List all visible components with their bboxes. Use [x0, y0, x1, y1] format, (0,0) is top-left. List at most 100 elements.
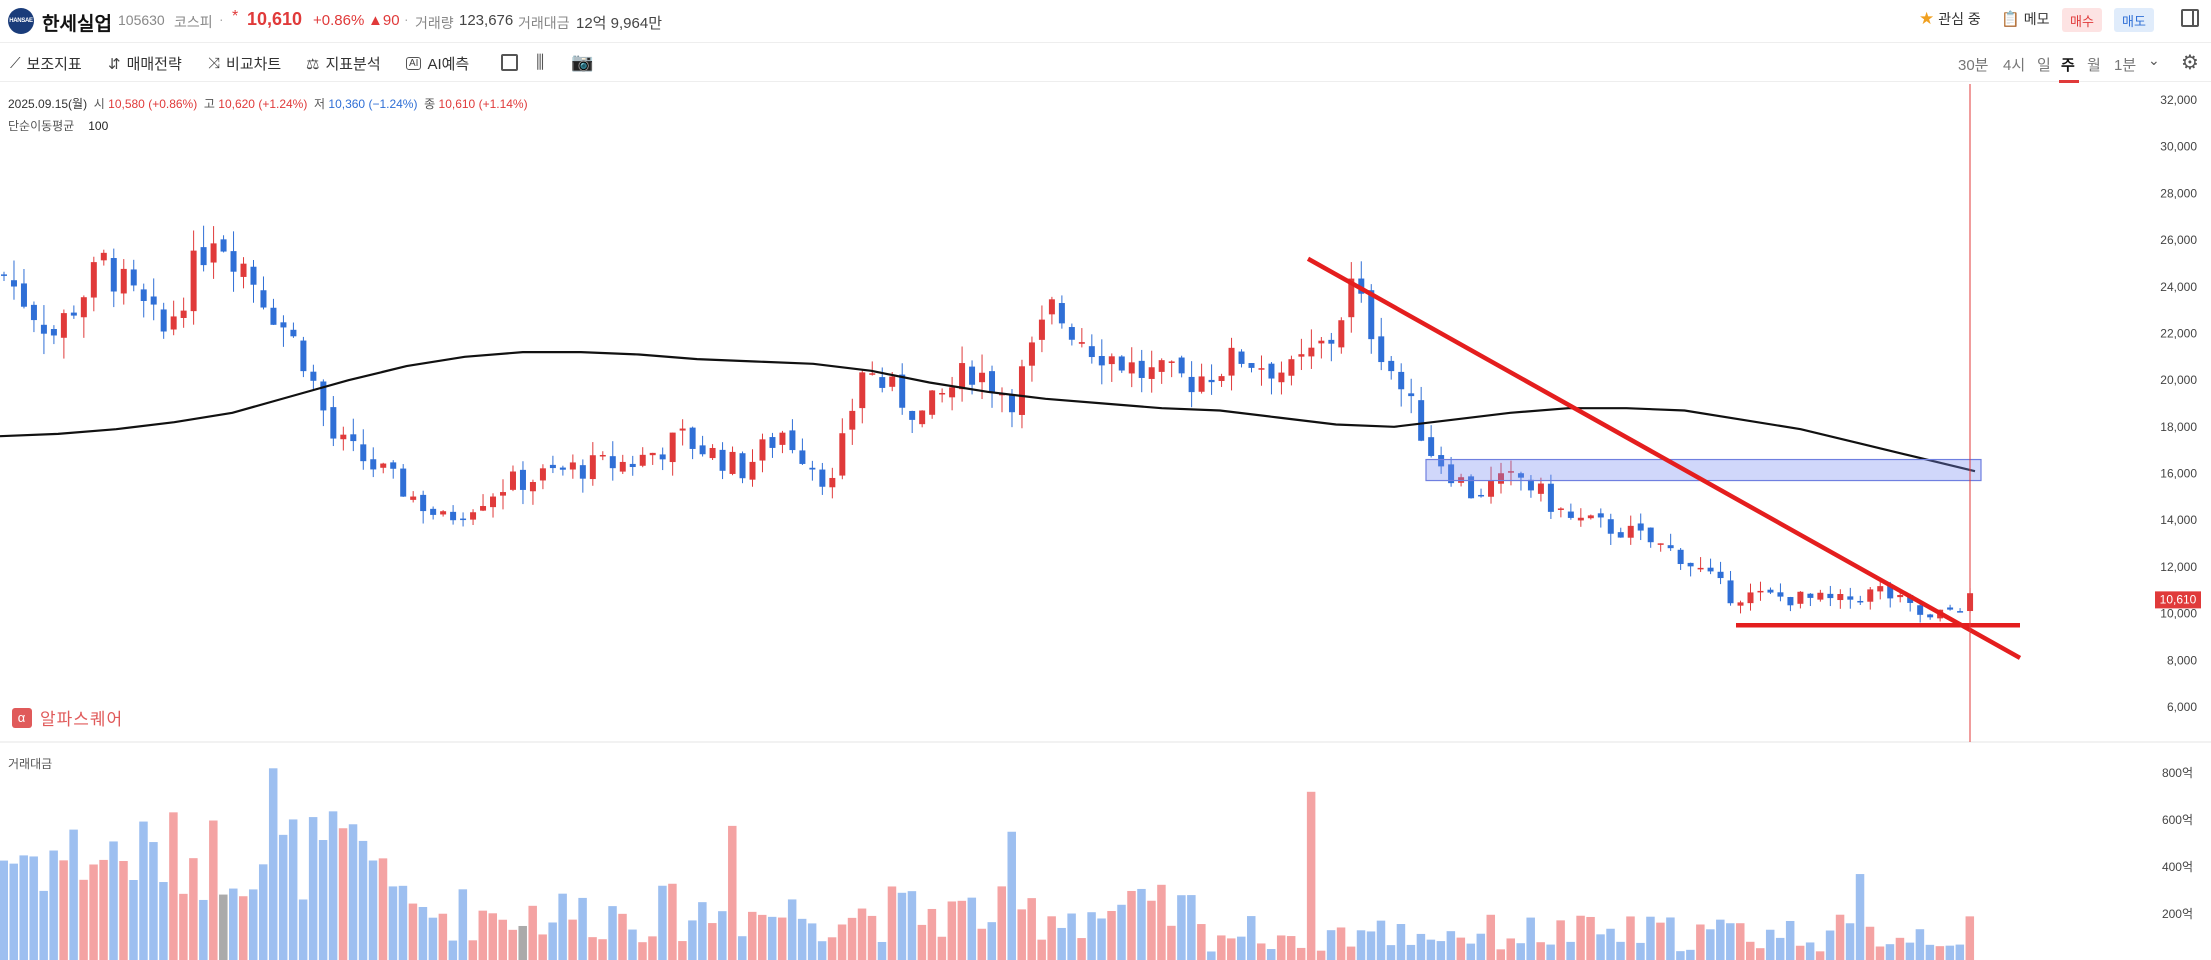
- gear-icon[interactable]: ⚙: [2181, 52, 2199, 74]
- square-draw-icon[interactable]: [501, 54, 518, 71]
- shuffle-icon: ⤨: [208, 55, 221, 72]
- ma-legend[interactable]: 단순이동평균 100: [8, 117, 108, 134]
- volume-bar: [1097, 918, 1106, 960]
- watchlist-button[interactable]: ★ 관심 중: [1919, 9, 1981, 29]
- volume-bar: [867, 915, 877, 960]
- price-axis-tick: 16,000: [2160, 467, 2197, 481]
- indicator-button[interactable]: ⟋ 보조지표: [10, 53, 82, 74]
- volume-bar: [288, 819, 298, 960]
- volume-bar: [1067, 913, 1076, 960]
- price-axis-tick: 22,000: [2160, 326, 2197, 340]
- candle-body: [1258, 368, 1265, 370]
- volume-bar: [488, 913, 498, 960]
- period-30min[interactable]: 30분: [1958, 57, 1989, 74]
- volume-bar: [897, 892, 907, 960]
- candle-type-icon[interactable]: ⫼: [536, 52, 545, 72]
- analysis-button[interactable]: ⚖ 지표분석: [306, 53, 381, 74]
- candle-body: [1527, 479, 1534, 491]
- volume-bar: [1187, 895, 1196, 960]
- ai-predict-label: AI예측: [427, 56, 470, 73]
- candle-body: [400, 468, 407, 497]
- candle-body: [769, 437, 776, 448]
- period-1min[interactable]: 1분: [2114, 57, 2137, 74]
- volume-bar: [648, 936, 657, 960]
- volume-bar: [748, 911, 757, 960]
- candle-body: [1038, 319, 1045, 340]
- period-week[interactable]: 주: [2061, 57, 2075, 74]
- volume-bar: [1785, 920, 1795, 960]
- volume-bar: [498, 919, 507, 960]
- volume-bar: [1207, 951, 1216, 960]
- volume-bar: [1596, 934, 1605, 960]
- moving-average-line: [0, 351, 1976, 473]
- buy-button[interactable]: 매수: [2062, 8, 2102, 32]
- volume-bar: [1336, 927, 1346, 960]
- volume-bar: [159, 882, 168, 960]
- analysis-label: 지표분석: [325, 56, 381, 73]
- camera-icon[interactable]: 📷: [571, 52, 594, 72]
- volume-label: 거래량: [415, 15, 454, 31]
- chevron-down-icon[interactable]: ⌄: [2148, 52, 2160, 68]
- candle-body: [959, 363, 966, 390]
- candle-body: [969, 366, 976, 385]
- volume-bar: [278, 834, 288, 960]
- candle-body: [979, 372, 986, 383]
- volume-bar: [1007, 831, 1016, 960]
- ai-predict-button[interactable]: AI AI예측: [406, 53, 469, 74]
- candle-body: [659, 454, 666, 460]
- strategy-label: 매매전략: [126, 56, 182, 73]
- candle-body: [1178, 357, 1185, 374]
- candle-body: [919, 410, 926, 425]
- high-value: 10,620 (+1.24%): [218, 97, 308, 111]
- candle-body: [140, 289, 147, 301]
- candle-body: [789, 430, 796, 451]
- volume-bar: [568, 919, 577, 960]
- candle-body: [1507, 471, 1514, 473]
- volume-bar: [1885, 944, 1895, 960]
- volume-bar: [1406, 944, 1416, 960]
- ai-icon: AI: [406, 57, 422, 70]
- volume-bar: [1107, 910, 1116, 960]
- watermark-text: 알파스퀘어: [40, 710, 124, 729]
- stock-name[interactable]: 한세실업: [42, 14, 112, 35]
- candle-body: [709, 447, 716, 459]
- candle-body: [679, 428, 686, 431]
- candle-body: [1757, 590, 1764, 593]
- candle-body: [829, 477, 836, 488]
- compare-button[interactable]: ⤨ 비교차트: [208, 53, 281, 74]
- candle-body: [1318, 340, 1325, 344]
- amount-value: 12억 9,964만: [576, 15, 662, 32]
- volume-bar: [388, 886, 398, 960]
- period-month[interactable]: 월: [2087, 57, 2101, 74]
- candle-body: [1847, 596, 1854, 600]
- candle-body: [609, 456, 616, 469]
- candle-body: [180, 310, 187, 318]
- candle-body: [1807, 593, 1814, 598]
- volume-bar: [438, 913, 448, 960]
- active-period-underline: [2059, 80, 2079, 83]
- volume-bar: [1456, 937, 1466, 960]
- period-4h[interactable]: 4시: [2003, 57, 2026, 74]
- candle-body: [1058, 303, 1065, 324]
- volume-bar: [1805, 942, 1815, 960]
- candle-body: [1787, 597, 1794, 606]
- volume-bar: [1476, 933, 1486, 960]
- side-panel-icon[interactable]: [2181, 9, 2199, 27]
- volume-bar: [0, 860, 8, 960]
- volume-bar: [268, 768, 278, 960]
- volume-bar: [1795, 945, 1805, 960]
- strategy-button[interactable]: ⇵ 매매전략: [108, 53, 182, 74]
- current-price-tag: [2155, 591, 2201, 609]
- memo-button[interactable]: 📋 메모: [2001, 9, 2049, 29]
- candle-body: [1537, 483, 1544, 494]
- candle-body: [1737, 602, 1744, 606]
- sell-button[interactable]: 매도: [2114, 8, 2154, 32]
- ma-period: 100: [88, 119, 109, 133]
- period-day[interactable]: 일: [2037, 57, 2051, 74]
- volume-bar: [1087, 912, 1096, 960]
- volume-bar: [468, 940, 478, 960]
- volume-bar: [1616, 941, 1625, 960]
- price-axis-tick: 20,000: [2160, 373, 2197, 387]
- volume-bar: [59, 860, 68, 960]
